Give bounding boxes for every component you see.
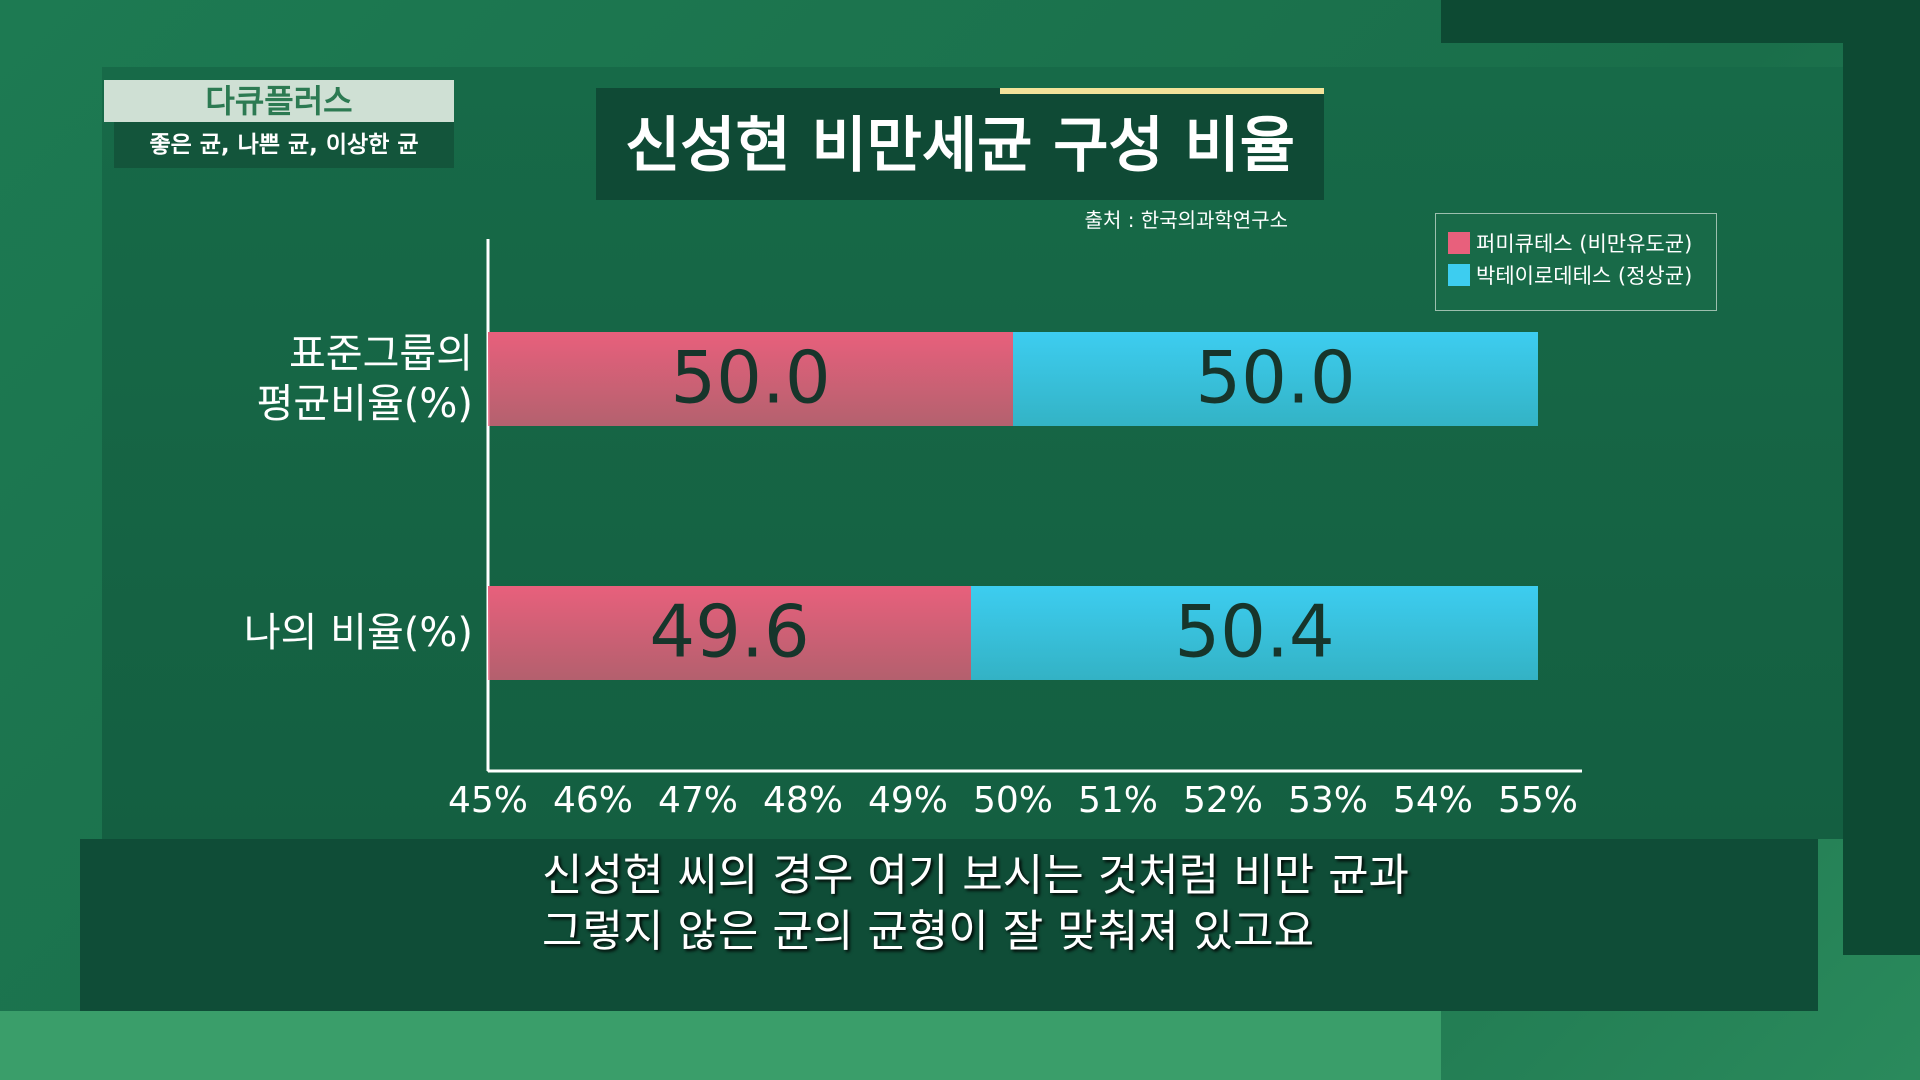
x-tick-label: 54%	[1393, 780, 1473, 821]
x-tick-label: 49%	[868, 780, 948, 821]
caption: 신성현 씨의 경우 여기 보시는 것처럼 비만 균과 그렇지 않은 균의 균형이…	[542, 848, 1409, 960]
x-tick-label: 51%	[1078, 780, 1158, 821]
title-accent	[1000, 88, 1324, 94]
source: 출처 : 한국의과학연구소	[1084, 208, 1288, 232]
value-label: 49.6	[649, 590, 809, 674]
value-label: 50.0	[670, 336, 830, 420]
x-tick-label: 50%	[973, 780, 1053, 821]
x-tick-label: 46%	[553, 780, 633, 821]
legend-item: 퍼미큐테스 (비만유도균)	[1448, 228, 1692, 258]
panel	[1441, 0, 1920, 43]
legend: 퍼미큐테스 (비만유도균) 박테이로데테스 (정상균)	[1435, 213, 1717, 311]
y-tick-label: 표준그룹의 평균비율(%)	[256, 331, 473, 427]
legend-label: 박테이로데테스 (정상균)	[1476, 264, 1693, 288]
x-tick-label: 45%	[448, 780, 528, 821]
bar-segment	[1013, 332, 1538, 426]
x-tick-label: 47%	[658, 780, 738, 821]
bar-segment	[488, 332, 1013, 426]
episode-name: 좋은 균, 나쁜 균, 이상한 균	[114, 122, 454, 168]
value-label: 50.4	[1174, 590, 1334, 674]
x-tick-label: 53%	[1288, 780, 1368, 821]
chart-title: 신성현 비만세균 구성 비율	[625, 111, 1295, 181]
bar-segment	[488, 586, 971, 680]
bar-segment	[971, 586, 1538, 680]
program-name: 다큐플러스	[104, 80, 454, 122]
title-box	[596, 88, 1324, 200]
x-tick-label: 48%	[763, 780, 843, 821]
caption-line: 그렇지 않은 균의 균형이 잘 맞춰져 있고요	[542, 906, 1315, 957]
legend-label: 퍼미큐테스 (비만유도균)	[1476, 232, 1693, 256]
caption-band	[80, 839, 1818, 1011]
legend-swatch	[1448, 264, 1470, 286]
value-label: 50.0	[1195, 336, 1355, 420]
x-tick-label: 52%	[1183, 780, 1263, 821]
strip	[0, 1011, 1441, 1080]
caption-line: 신성현 씨의 경우 여기 보시는 것처럼 비만 균과	[542, 850, 1410, 901]
y-tick-label: 나의 비율(%)	[243, 610, 473, 656]
x-tick-label: 55%	[1498, 780, 1578, 821]
panel	[1843, 43, 1920, 955]
legend-swatch	[1448, 232, 1470, 254]
legend-item: 박테이로데테스 (정상균)	[1448, 260, 1692, 290]
